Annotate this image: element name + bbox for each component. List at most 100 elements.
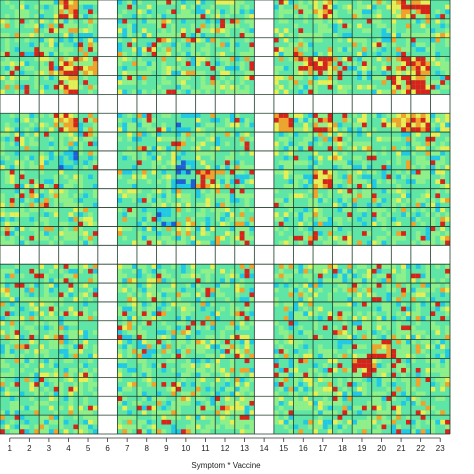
heatmap-cell — [327, 37, 333, 43]
heatmap-cell — [293, 70, 299, 76]
heatmap-cell — [244, 287, 250, 293]
heatmap-cell — [410, 75, 416, 81]
heatmap-cell — [396, 155, 402, 161]
heatmap-cell — [220, 169, 225, 175]
heatmap-cell — [63, 61, 69, 67]
heatmap-cell — [44, 169, 49, 175]
heatmap-cell — [146, 264, 152, 269]
heatmap-cell — [195, 174, 201, 180]
heatmap-cell — [161, 297, 167, 302]
heatmap-cell — [342, 179, 348, 184]
heatmap-cell — [88, 217, 93, 222]
heatmap-cell — [39, 193, 45, 199]
heatmap-cell — [4, 84, 10, 90]
heatmap-cell — [381, 28, 387, 34]
heatmap-cell — [44, 231, 49, 236]
heatmap-cell — [298, 84, 304, 90]
heatmap-cell — [391, 174, 397, 180]
heatmap-cell — [366, 179, 372, 184]
heatmap-cell — [180, 160, 186, 166]
heatmap-block — [97, 132, 118, 151]
heatmap-cell — [327, 132, 333, 137]
heatmap-cell — [386, 84, 392, 90]
heatmap-cell — [161, 273, 167, 279]
heatmap-cell — [342, 84, 348, 90]
heatmap-cell — [445, 37, 450, 43]
heatmap-cell — [136, 217, 142, 222]
heatmap-cell — [288, 28, 294, 34]
heatmap-cell — [332, 174, 338, 180]
heatmap-cell — [410, 28, 416, 34]
heatmap-cell — [210, 297, 216, 302]
heatmap-cell — [244, 14, 250, 19]
heatmap-cell — [19, 165, 25, 170]
heatmap-cell — [239, 117, 245, 123]
heatmap-cell — [136, 56, 142, 62]
heatmap-cell — [58, 297, 64, 302]
heatmap-cell — [298, 18, 304, 24]
heatmap-cell — [190, 23, 196, 29]
heatmap-cell — [288, 141, 294, 147]
heatmap-cell — [68, 169, 74, 175]
heatmap-cell — [122, 132, 128, 137]
heatmap-cell — [317, 212, 323, 217]
heatmap-cell — [278, 113, 284, 118]
heatmap-block — [97, 0, 118, 19]
heatmap-cell — [352, 23, 358, 29]
heatmap-cell — [308, 14, 314, 19]
heatmap-cell — [58, 66, 64, 71]
heatmap-cell — [136, 264, 142, 269]
heatmap-cell — [440, 160, 446, 166]
heatmap-cell — [24, 42, 30, 48]
heatmap-cell — [14, 51, 20, 57]
heatmap-cell — [352, 212, 358, 217]
heatmap-cell — [366, 150, 372, 156]
heatmap-cell — [386, 174, 392, 180]
heatmap-cell — [313, 84, 318, 90]
heatmap-cell — [176, 174, 181, 180]
heatmap-cell — [151, 47, 157, 52]
heatmap-cell — [303, 61, 309, 67]
heatmap-cell — [39, 283, 45, 288]
heatmap-cell — [39, 42, 45, 48]
heatmap-cell — [195, 169, 201, 175]
heatmap-cell — [34, 80, 40, 85]
heatmap-cell — [229, 18, 235, 24]
heatmap-cell — [205, 198, 211, 203]
heatmap-cell — [332, 42, 338, 48]
heatmap-cell — [376, 155, 382, 161]
heatmap-cell — [435, 169, 441, 175]
heatmap-cell — [73, 80, 79, 85]
heatmap-cell — [78, 66, 84, 71]
heatmap-cell — [220, 75, 225, 81]
heatmap-cell — [73, 56, 79, 62]
heatmap-cell — [347, 221, 353, 227]
heatmap-cell — [278, 84, 284, 90]
heatmap-cell — [34, 89, 40, 95]
heatmap-cell — [92, 113, 98, 118]
heatmap-cell — [4, 141, 10, 147]
heatmap-cell — [171, 165, 177, 170]
heatmap-cell — [156, 155, 162, 161]
heatmap-cell — [171, 66, 177, 71]
heatmap-cell — [205, 136, 211, 142]
heatmap-cell — [39, 183, 45, 189]
heatmap-cell — [146, 292, 152, 298]
heatmap-cell — [298, 33, 304, 38]
heatmap-cell — [161, 136, 167, 142]
heatmap-cell — [190, 122, 196, 128]
heatmap-cell — [410, 268, 416, 274]
heatmap-cell — [53, 61, 59, 67]
heatmap-cell — [366, 28, 372, 34]
heatmap-cell — [146, 240, 152, 246]
heatmap-cell — [381, 51, 387, 57]
heatmap-cell — [14, 9, 20, 15]
heatmap-cell — [249, 268, 255, 274]
heatmap-cell — [190, 61, 196, 67]
heatmap-cell — [9, 9, 15, 15]
heatmap-cell — [273, 80, 279, 85]
heatmap-cell — [127, 4, 133, 10]
heatmap-cell — [117, 273, 123, 279]
heatmap-cell — [342, 47, 348, 52]
heatmap-cell — [156, 9, 162, 15]
